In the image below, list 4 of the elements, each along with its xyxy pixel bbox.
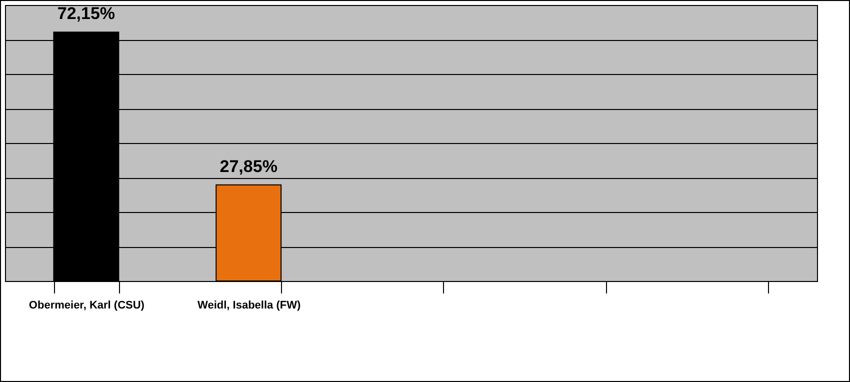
x-tick-label: Obermeier, Karl (CSU)	[28, 300, 145, 312]
data-label: 27,85%	[220, 156, 278, 176]
x-tick-label: Weidl, Isabella (FW)	[198, 300, 301, 312]
data-label: 72,15%	[57, 4, 116, 24]
